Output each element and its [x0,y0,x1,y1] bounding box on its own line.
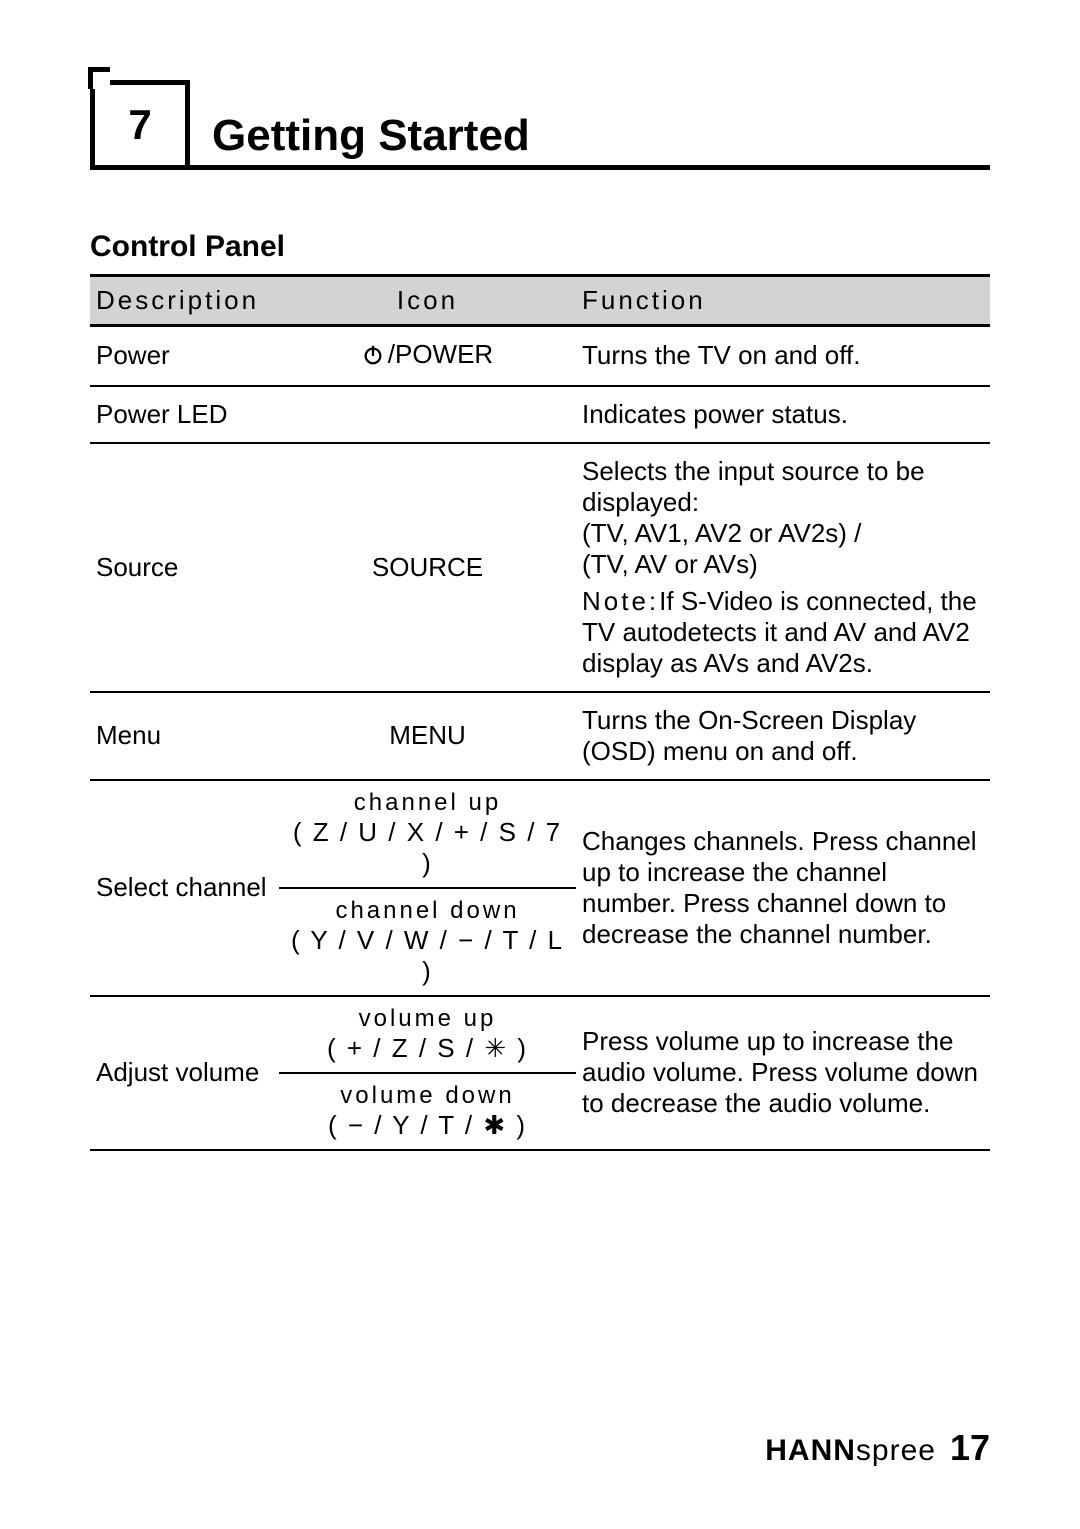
cell-powerled-icon [279,386,576,443]
cell-channel-fn: Changes channels. Press channel up to in… [576,780,990,996]
volume-down-block: volume down ( − / Y / T / ✱ ) [279,1074,576,1149]
row-source: Source SOURCE Selects the input source t… [90,443,990,692]
row-select-channel: Select channel channel up ( Z / U / X / … [90,780,990,996]
page: 7 Getting Started Control Panel Descript… [0,0,1080,1529]
chapter-title: Getting Started [212,111,530,165]
channel-down-block: channel down ( Y / V / W / − / T / L ) [279,889,576,995]
cell-menu-fn: Turns the On-Screen Display (OSD) menu o… [576,692,990,780]
brand-bold: HANN [765,1434,856,1467]
source-fn-line1: Selects the input source to be displayed… [582,456,925,517]
chapter-title-wrap: Getting Started [190,80,990,170]
chapter-number: 7 [128,104,151,146]
source-fn-line2: (TV, AV1, AV2 or AV2s) / [582,518,861,548]
channel-up-keys: ( Z / U / X / + / S / 7 ) [283,817,572,879]
cell-channel-desc: Select channel [90,780,279,996]
cell-volume-fn: Press volume up to increase the audio vo… [576,996,990,1150]
row-power-led: Power LED Indicates power status. [90,386,990,443]
cell-power-fn: Turns the TV on and off. [576,326,990,386]
source-fn-note: Note:If S-Video is connected, the TV aut… [582,586,984,679]
cell-volume-desc: Adjust volume [90,996,279,1150]
cell-menu-icon: MENU [279,692,576,780]
chapter-handle-decoration [88,67,110,89]
source-fn-note-label: Note: [582,586,659,616]
volume-up-label: volume up [283,1005,572,1033]
power-icon [362,344,384,366]
chapter-header: 7 Getting Started [90,80,990,170]
channel-up-block: channel up ( Z / U / X / + / S / 7 ) [279,781,576,889]
section-heading: Control Panel [90,230,990,264]
channel-down-label: channel down [283,897,572,925]
source-fn-line3: (TV, AV or AVs) [582,549,758,579]
control-panel-table: Description Icon Function Power /POWER [90,274,990,1151]
cell-volume-icon: volume up ( + / Z / S / ✳ ) volume down … [279,996,576,1150]
volume-down-keys: ( − / Y / T / ✱ ) [283,1110,572,1141]
volume-up-block: volume up ( + / Z / S / ✳ ) [279,997,576,1074]
cell-powerled-fn: Indicates power status. [576,386,990,443]
th-function: Function [576,276,990,326]
cell-power-icon: /POWER [279,326,576,386]
channel-down-keys: ( Y / V / W / − / T / L ) [283,925,572,987]
table-header-row: Description Icon Function [90,276,990,326]
cell-channel-icon: channel up ( Z / U / X / + / S / 7 ) cha… [279,780,576,996]
volume-down-label: volume down [283,1082,572,1110]
page-number: 17 [950,1427,990,1469]
th-icon: Icon [279,276,576,326]
cell-power-desc: Power [90,326,279,386]
cell-source-icon: SOURCE [279,443,576,692]
page-footer: HANNspree 17 [765,1427,990,1469]
cell-powerled-desc: Power LED [90,386,279,443]
row-menu: Menu MENU Turns the On-Screen Display (O… [90,692,990,780]
volume-up-keys: ( + / Z / S / ✳ ) [283,1033,572,1064]
brand-rest: spree [856,1434,936,1467]
power-icon-label: /POWER [388,339,493,370]
chapter-number-box: 7 [90,80,190,170]
row-adjust-volume: Adjust volume volume up ( + / Z / S / ✳ … [90,996,990,1150]
cell-source-fn: Selects the input source to be displayed… [576,443,990,692]
channel-up-label: channel up [283,789,572,817]
cell-menu-desc: Menu [90,692,279,780]
row-power: Power /POWER Turns the TV on and off. [90,326,990,386]
brand-logo: HANNspree [765,1434,936,1468]
th-description: Description [90,276,279,326]
cell-source-desc: Source [90,443,279,692]
